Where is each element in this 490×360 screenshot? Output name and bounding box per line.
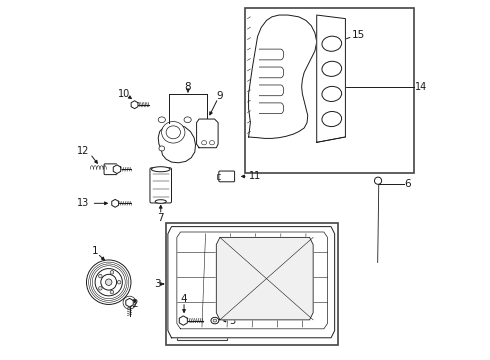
FancyBboxPatch shape xyxy=(104,164,117,175)
Bar xyxy=(166,223,338,345)
Polygon shape xyxy=(248,15,317,138)
Ellipse shape xyxy=(322,86,342,102)
Circle shape xyxy=(110,290,114,294)
Text: 8: 8 xyxy=(184,82,191,92)
Circle shape xyxy=(110,270,114,274)
Circle shape xyxy=(117,280,121,284)
Circle shape xyxy=(95,269,122,296)
Polygon shape xyxy=(126,298,133,307)
Ellipse shape xyxy=(211,318,219,324)
Text: 4: 4 xyxy=(181,294,187,304)
Polygon shape xyxy=(168,226,335,338)
Ellipse shape xyxy=(184,117,191,123)
Polygon shape xyxy=(158,125,196,163)
Ellipse shape xyxy=(151,167,170,172)
Ellipse shape xyxy=(166,126,180,139)
Ellipse shape xyxy=(155,200,166,203)
Ellipse shape xyxy=(162,122,185,143)
Polygon shape xyxy=(317,15,345,142)
Text: 7: 7 xyxy=(157,213,164,222)
FancyBboxPatch shape xyxy=(150,168,172,203)
Circle shape xyxy=(105,279,112,285)
Circle shape xyxy=(87,260,131,305)
Ellipse shape xyxy=(210,140,215,145)
Polygon shape xyxy=(196,119,218,148)
Polygon shape xyxy=(179,316,187,325)
Circle shape xyxy=(98,287,102,290)
Text: 3: 3 xyxy=(154,279,160,289)
Bar xyxy=(177,302,227,339)
Text: 5: 5 xyxy=(229,316,235,325)
Ellipse shape xyxy=(159,146,165,151)
Text: 10: 10 xyxy=(118,89,130,99)
Polygon shape xyxy=(131,101,138,109)
Polygon shape xyxy=(112,199,119,207)
Ellipse shape xyxy=(322,36,342,51)
FancyBboxPatch shape xyxy=(219,171,235,182)
Text: 2: 2 xyxy=(131,299,138,309)
Text: 14: 14 xyxy=(416,82,428,92)
Text: 9: 9 xyxy=(217,91,223,101)
Circle shape xyxy=(91,264,127,301)
Circle shape xyxy=(92,266,125,299)
Text: 13: 13 xyxy=(77,198,89,208)
Ellipse shape xyxy=(201,140,207,145)
Text: 11: 11 xyxy=(248,171,261,181)
Ellipse shape xyxy=(322,61,342,76)
Text: 12: 12 xyxy=(77,146,89,156)
Text: 15: 15 xyxy=(351,30,365,40)
Circle shape xyxy=(374,177,382,184)
Text: 6: 6 xyxy=(405,179,411,189)
Circle shape xyxy=(98,274,102,278)
Ellipse shape xyxy=(158,117,166,123)
Ellipse shape xyxy=(322,112,342,127)
Bar xyxy=(245,8,414,173)
Ellipse shape xyxy=(213,319,217,322)
Circle shape xyxy=(101,274,117,290)
Circle shape xyxy=(89,262,129,302)
Polygon shape xyxy=(216,237,313,320)
Text: 1: 1 xyxy=(92,246,98,256)
Polygon shape xyxy=(113,165,121,174)
